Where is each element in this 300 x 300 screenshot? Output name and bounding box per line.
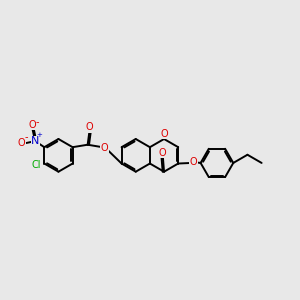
Text: O: O <box>100 143 108 153</box>
Text: O: O <box>190 157 197 167</box>
Text: N: N <box>31 136 40 146</box>
Text: O: O <box>158 148 166 158</box>
Text: +: + <box>36 132 42 138</box>
Text: O: O <box>28 120 36 130</box>
Text: O: O <box>85 122 93 133</box>
Text: Cl: Cl <box>31 160 41 170</box>
Text: -: - <box>36 117 40 127</box>
Text: O: O <box>18 138 26 148</box>
Text: -: - <box>25 132 28 142</box>
Text: O: O <box>160 129 168 139</box>
